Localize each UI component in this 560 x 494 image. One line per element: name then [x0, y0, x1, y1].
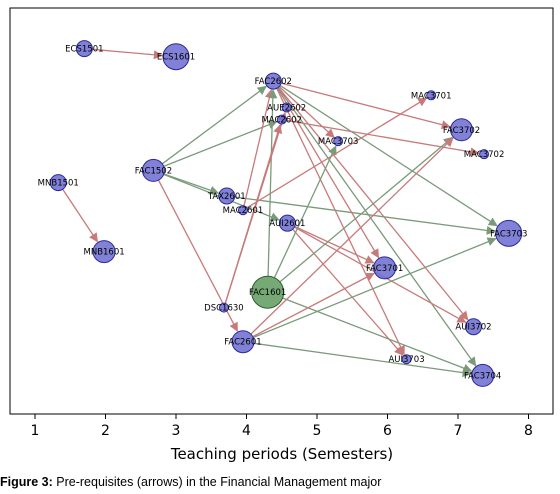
node-fac3701 — [373, 256, 397, 280]
node-aue2602 — [281, 102, 292, 113]
edge-dsc1630-to-aue2602 — [224, 111, 287, 304]
node-fac1502 — [141, 158, 165, 182]
node-label-fac1502: FAC1502 — [135, 166, 172, 176]
node-label-ecs1501: ECS1501 — [65, 45, 103, 55]
edge-mac2601-to-mac3701 — [246, 97, 428, 209]
node-label-fac2601: FAC2601 — [224, 338, 261, 348]
x-tick-label-1: 1 — [31, 423, 40, 439]
edge-fac2601-to-fac3702 — [250, 137, 454, 335]
x-tick-label-2: 2 — [101, 423, 110, 439]
node-label-mac3703: MAC3703 — [318, 137, 359, 147]
node-label-mac2602: MAC2602 — [261, 116, 302, 126]
node-label-mac3702: MAC3702 — [464, 150, 505, 160]
x-tick-label-4: 4 — [242, 423, 251, 439]
node-ecs1501 — [75, 40, 93, 58]
node-fac2602 — [264, 72, 282, 90]
caption-text: Pre-requisites (arrows) in the Financial… — [52, 475, 382, 489]
prerequisite-network-chart: ECS1501 ECS1601 FAC2602 MAC3701 AUE2602 MAC26… — [9, 7, 554, 463]
node-label-mac3701: MAC3701 — [411, 91, 452, 101]
node-fac1601 — [251, 275, 285, 309]
node-dsc1630 — [218, 302, 229, 313]
edge-tax2601-to-fac3703 — [234, 196, 496, 235]
edge-fac2602-to-mac3703 — [278, 86, 335, 139]
edge-fac1601-to-fac2602 — [267, 89, 278, 277]
edge-fac2602-to-fac3701 — [276, 87, 380, 259]
node-mac3702 — [479, 149, 490, 160]
x-tick-label-6: 6 — [383, 423, 392, 439]
figure-caption: Figure 3: Pre-requisites (arrows) in the… — [0, 475, 560, 489]
x-axis-title: Teaching periods (Semesters) — [170, 445, 393, 463]
node-tax2601 — [218, 187, 236, 205]
edge-fac2601-to-fac3704 — [253, 342, 472, 378]
node-mac3703 — [333, 136, 344, 147]
node-mac3701 — [426, 90, 437, 101]
node-fac2601 — [231, 330, 255, 354]
node-label-mnb1601: MNB1601 — [84, 248, 125, 258]
nodes-layer: ECS1501 ECS1601 FAC2602 MAC3701 AUE2602 MAC26… — [38, 40, 527, 387]
node-label-aui3702: AUI3702 — [455, 323, 491, 333]
x-tick-label-3: 3 — [172, 423, 181, 439]
node-label-dsc1630: DSC1630 — [204, 304, 244, 314]
edge-fac1601-to-fac3702 — [279, 136, 454, 283]
node-label-aui2601: AUI2601 — [269, 219, 305, 229]
x-axis-ticks: 1 2 3 4 5 6 7 8 — [31, 414, 533, 439]
node-aui3702 — [465, 318, 483, 336]
node-label-fac3702: FAC3702 — [443, 126, 480, 136]
node-label-tax2601: TAX2601 — [207, 192, 246, 202]
edge-fac2602-to-aui3703 — [276, 88, 405, 356]
node-fac3703 — [495, 219, 523, 247]
edge-mac2602-to-mac3702 — [286, 119, 480, 157]
node-label-fac3701: FAC3701 — [366, 264, 403, 274]
edge-fac2601-to-fac3701 — [252, 272, 375, 338]
node-label-fac2602: FAC2602 — [255, 77, 292, 87]
edge-mnb1501-to-mnb1601 — [62, 188, 98, 243]
x-tick-label-7: 7 — [454, 423, 463, 439]
node-mnb1601 — [92, 240, 116, 264]
edge-aui2601-to-aui3703 — [292, 228, 404, 356]
node-mac2602 — [276, 114, 287, 125]
node-label-ecs1601: ECS1601 — [157, 53, 195, 63]
edge-aui2601-to-fac3701 — [294, 225, 375, 264]
x-tick-label-5: 5 — [313, 423, 322, 439]
node-ecs1601 — [162, 43, 190, 71]
edge-fac1502-to-fac2602 — [161, 85, 267, 165]
edge-fac1601-to-fac3704 — [282, 297, 473, 373]
node-label-fac3703: FAC3703 — [490, 229, 527, 239]
node-mac2601 — [237, 205, 248, 216]
edge-mac2601-to-fac2602 — [243, 88, 274, 206]
edge-fac2602-to-fac3703 — [279, 84, 498, 227]
x-tick-label-8: 8 — [524, 423, 533, 439]
node-fac3702 — [450, 118, 474, 142]
plot-frame — [9, 7, 554, 415]
node-label-aue2602: AUE2602 — [267, 103, 306, 113]
node-label-fac1601: FAC1601 — [249, 288, 286, 298]
edge-fac1601-to-mac3703 — [273, 145, 337, 278]
node-fac3704 — [471, 363, 495, 387]
node-label-fac3704: FAC3704 — [464, 371, 501, 381]
edge-ecs1501-to-ecs1601 — [92, 48, 163, 60]
node-aui3703 — [401, 354, 412, 365]
edge-fac2602-to-fac3702 — [280, 82, 451, 130]
node-aui2601 — [278, 214, 296, 232]
node-label-mnb1501: MNB1501 — [38, 179, 79, 189]
node-label-aui3703: AUI3703 — [388, 355, 424, 365]
edge-fac1502-to-mac2602 — [163, 120, 278, 167]
caption-label: Figure 3: — [0, 475, 53, 489]
edge-fac2601-to-fac3703 — [252, 237, 497, 339]
edge-fac2602-to-fac3704 — [277, 87, 477, 367]
node-label-mac2601: MAC2601 — [223, 206, 264, 216]
edge-fac1502-to-tax2601 — [163, 173, 220, 195]
node-mnb1501 — [49, 174, 67, 192]
